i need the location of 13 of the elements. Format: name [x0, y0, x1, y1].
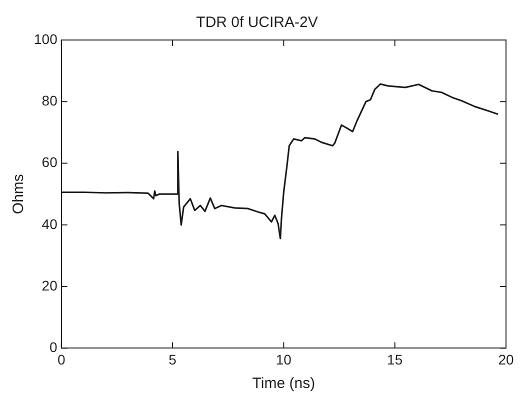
- y-tick-label: 80: [42, 92, 58, 108]
- y-tick-label: 100: [34, 30, 58, 47]
- y-tick-label: 0: [50, 339, 58, 356]
- x-tick-label: 15: [387, 351, 403, 368]
- x-tick-label: 20: [498, 351, 514, 368]
- y-tick-label: 60: [42, 154, 58, 170]
- y-tick-label: 40: [42, 216, 58, 232]
- y-axis-title: Ohms: [10, 174, 28, 214]
- x-axis-title: Time (ns): [252, 375, 316, 392]
- chart-title: TDR 0f UCIRA-2V: [196, 14, 318, 32]
- x-tick-label: 5: [168, 351, 177, 368]
- x-tick-label: 10: [276, 351, 292, 368]
- y-tick-label: 20: [42, 277, 58, 294]
